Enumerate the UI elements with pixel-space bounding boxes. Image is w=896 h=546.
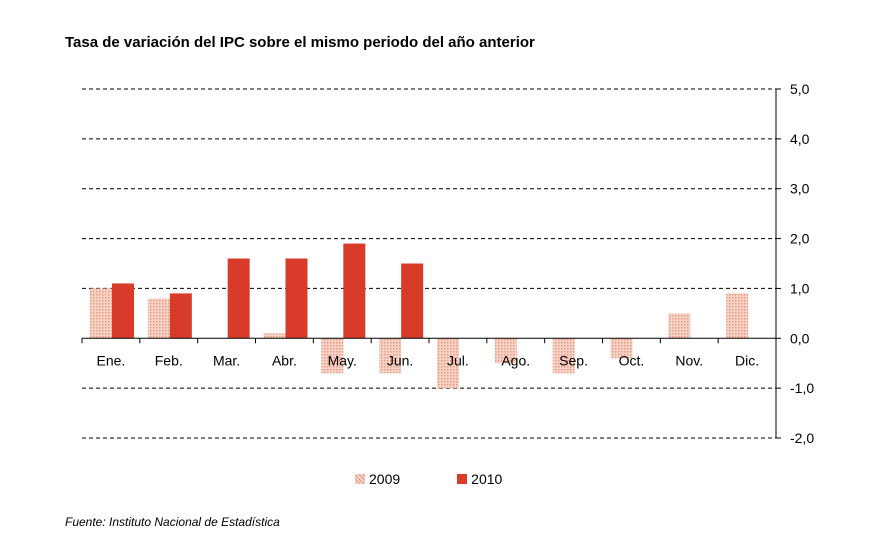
legend-label-2009: 2009 <box>369 471 401 487</box>
bar-2009-may <box>321 338 344 374</box>
x-tick-label: Jul. <box>447 352 469 368</box>
x-tick-label: Ago. <box>501 352 530 368</box>
bar-2009-jul <box>437 338 459 389</box>
gridlines <box>82 88 776 439</box>
x-tick-label: Oct. <box>619 352 645 368</box>
y-tick-label: 0,0 <box>790 330 810 346</box>
bar-2010-feb <box>169 293 192 339</box>
labels: 5,0 4,0 3,0 2,0 1,0 0,0 -1,0 -2,0 Ene. Feb. Mar. Ab… <box>97 81 815 446</box>
bar-2010-abr <box>285 258 308 339</box>
bar-2009-feb <box>147 298 170 339</box>
bar-2009-sep <box>552 338 575 374</box>
legend-item-2010: 2010 <box>457 471 502 487</box>
x-tick-label: Dic. <box>735 352 759 368</box>
bar-2009-jun <box>379 338 402 374</box>
y-tick-label: -1,0 <box>790 380 814 396</box>
x-tick-label: Nov. <box>675 352 703 368</box>
y-tick-label: 3,0 <box>790 181 810 197</box>
chart-title: Tasa de variación del IPC sobre el mismo… <box>65 34 535 51</box>
legend-swatch-2009 <box>355 474 365 484</box>
bar-2009-abr <box>263 333 286 339</box>
legend-item-2009: 2009 <box>355 471 400 487</box>
x-tick-label: Ene. <box>97 352 126 368</box>
x-tick-label: Sep. <box>559 352 588 368</box>
x-tick-label: Jun. <box>387 352 413 368</box>
bar-2010-ene <box>112 283 134 339</box>
x-tick-label: Abr. <box>272 352 297 368</box>
bar-2009-ago <box>494 338 517 364</box>
bar-2010-jun <box>401 263 424 339</box>
axes <box>81 88 781 439</box>
source-note: Fuente: Instituto Nacional de Estadístic… <box>65 515 280 529</box>
y-tick-label: 5,0 <box>790 81 810 97</box>
bars <box>90 243 749 389</box>
x-tick-label: Mar. <box>213 352 240 368</box>
legend: 2009 2010 <box>355 471 559 487</box>
bar-2010-mar <box>227 258 250 339</box>
y-tick-label: 2,0 <box>790 231 810 247</box>
bar-2009-oct <box>610 338 633 359</box>
bar-2009-nov <box>668 313 691 339</box>
x-tick-label: May. <box>328 352 357 368</box>
legend-swatch-2010 <box>457 474 468 484</box>
y-tick-label: 4,0 <box>790 131 810 147</box>
bar-2009-ene <box>90 288 112 339</box>
y-tick-label: 1,0 <box>790 280 810 296</box>
y-tick-label: -2,0 <box>790 430 814 446</box>
legend-label-2010: 2010 <box>471 471 503 487</box>
bar-2010-may <box>343 243 366 339</box>
x-tick-label: Feb. <box>155 352 183 368</box>
bar-2009-dic <box>726 293 749 339</box>
